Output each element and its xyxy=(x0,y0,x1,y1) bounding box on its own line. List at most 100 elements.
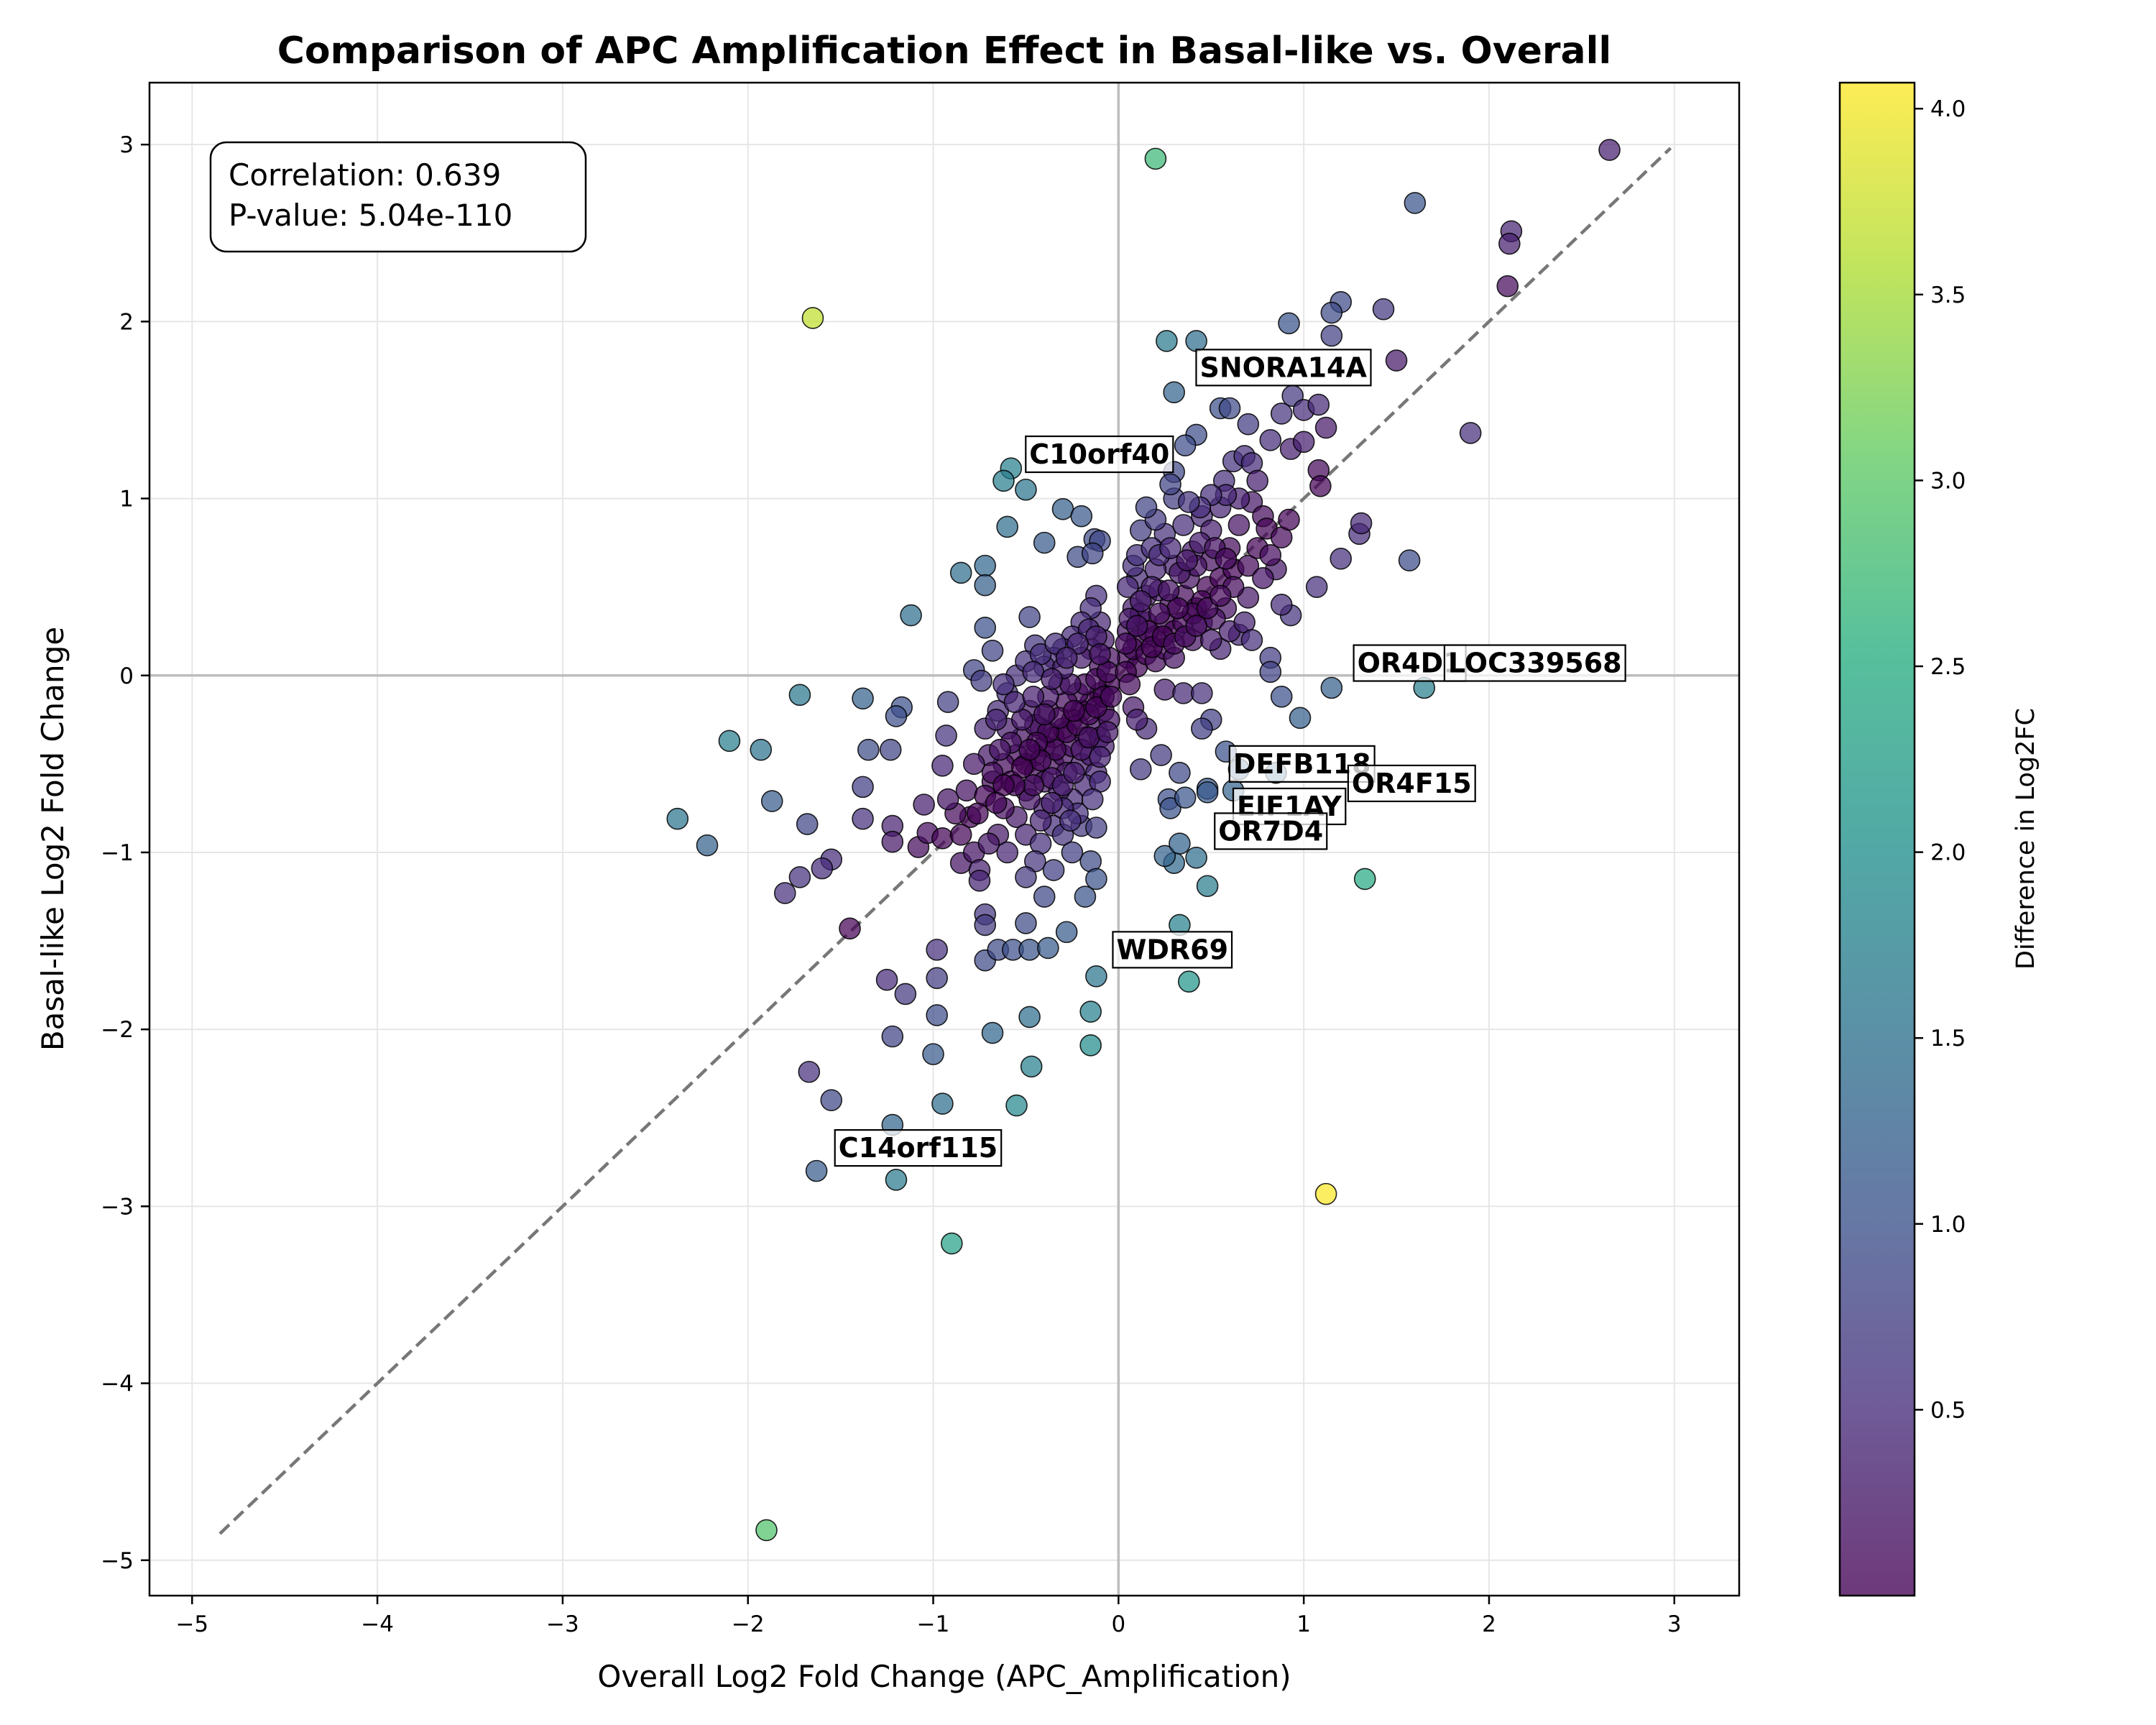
data-point xyxy=(1022,774,1045,796)
data-point xyxy=(852,807,874,830)
x-tick-label: −2 xyxy=(732,1611,765,1637)
data-point xyxy=(1079,1000,1102,1023)
data-point xyxy=(1079,1034,1102,1057)
colorbar-tick-label: 4.0 xyxy=(1930,96,1966,122)
x-tick-label: −5 xyxy=(175,1611,208,1637)
data-point xyxy=(1259,544,1282,566)
data-point xyxy=(1278,312,1300,335)
gene-annotation: OR7D4 xyxy=(1214,812,1328,850)
identity-line xyxy=(218,147,1672,1535)
data-point xyxy=(936,788,959,811)
colorbar-tick-label: 1.5 xyxy=(1930,1026,1966,1052)
data-point xyxy=(885,705,908,727)
data-point xyxy=(1289,707,1312,730)
data-point xyxy=(1081,542,1104,565)
data-point xyxy=(1314,416,1337,439)
data-point xyxy=(1305,576,1328,598)
data-point xyxy=(1159,473,1181,496)
data-point xyxy=(1498,232,1521,255)
data-point xyxy=(894,983,917,1006)
data-point xyxy=(1199,629,1222,651)
p-value-text: P-value: 5.04e-110 xyxy=(229,198,512,233)
colorbar-ticks: 0.5 1.0 1.5 2.0 2.5 3.0 3.5 4.0 xyxy=(1915,96,1966,1423)
plot-frame xyxy=(148,81,1741,1597)
data-point xyxy=(1209,584,1232,607)
data-point xyxy=(1077,726,1100,749)
colorbar-tick-label: 3.0 xyxy=(1930,468,1966,494)
gene-annotation: C10orf40 xyxy=(1025,435,1174,474)
data-point xyxy=(1089,745,1111,768)
data-point xyxy=(875,968,898,991)
data-point xyxy=(949,561,972,584)
data-point xyxy=(985,709,1008,731)
data-point xyxy=(1252,567,1274,589)
data-point xyxy=(1320,324,1343,347)
data-point xyxy=(1005,1094,1028,1117)
colorbar-tick-label: 3.5 xyxy=(1930,282,1966,308)
data-point xyxy=(1018,738,1041,761)
data-point xyxy=(974,914,997,937)
y-tick-label: −4 xyxy=(101,1371,134,1397)
data-point xyxy=(1178,970,1200,993)
correlation-text: Correlation: 0.639 xyxy=(229,157,501,193)
data-point xyxy=(1063,761,1085,784)
y-tick-label: −1 xyxy=(101,840,134,866)
data-point xyxy=(1085,965,1107,988)
stats-box-frame xyxy=(209,141,587,253)
data-point xyxy=(1129,590,1152,612)
stats-box: Correlation: 0.639 P-value: 5.04e-110 xyxy=(209,141,587,253)
chart-title: Comparison of APC Amplification Effect i… xyxy=(277,29,1612,73)
data-point xyxy=(879,738,902,761)
data-point xyxy=(1115,632,1137,655)
data-point xyxy=(936,691,959,713)
data-point xyxy=(788,684,811,707)
data-point xyxy=(1051,498,1074,520)
data-point xyxy=(1041,791,1063,814)
data-point xyxy=(798,1060,821,1083)
data-point xyxy=(885,1169,908,1191)
data-point xyxy=(931,827,954,850)
data-point xyxy=(857,738,880,761)
data-point xyxy=(1320,676,1343,699)
data-point xyxy=(1172,514,1194,536)
colorbar-tick-label: 2.5 xyxy=(1930,654,1966,680)
gene-label-box xyxy=(834,1129,1003,1167)
x-axis-label: Overall Log2 Fold Change (APC_Amplificat… xyxy=(597,1659,1291,1694)
data-point xyxy=(1033,703,1056,726)
data-point xyxy=(811,857,834,880)
data-point xyxy=(1156,330,1178,352)
data-point xyxy=(996,841,1018,864)
data-point xyxy=(970,669,992,692)
data-point xyxy=(750,738,773,761)
data-point xyxy=(1292,431,1315,454)
data-point xyxy=(1018,1006,1041,1029)
data-point xyxy=(968,870,991,892)
data-point xyxy=(801,307,824,329)
y-axis-label: Basal-like Log2 Fold Change xyxy=(35,627,70,1051)
data-point xyxy=(1081,788,1104,811)
data-point xyxy=(1116,576,1139,598)
data-point xyxy=(1259,429,1282,451)
data-point xyxy=(931,1092,954,1115)
data-point xyxy=(989,738,1011,761)
data-point xyxy=(1330,547,1353,570)
data-point xyxy=(974,616,997,639)
data-point xyxy=(718,730,741,753)
gene-label: WDR69 xyxy=(1116,934,1228,965)
gene-label-box xyxy=(1214,812,1328,850)
x-tick-label: −4 xyxy=(361,1611,394,1637)
data-point xyxy=(1159,797,1181,819)
data-point xyxy=(1385,349,1408,372)
data-point xyxy=(1270,402,1293,425)
data-point xyxy=(1191,682,1213,704)
data-point xyxy=(760,790,783,812)
y-tick-label: −5 xyxy=(101,1548,134,1574)
data-point xyxy=(1085,868,1107,891)
annotations-layer: SNORA14AC10orf40OR4D1LOC339568DEFB118OR4… xyxy=(834,349,1626,1167)
y-tick-label: 3 xyxy=(119,132,134,158)
gene-label: C14orf115 xyxy=(839,1132,998,1164)
data-point xyxy=(1022,686,1045,708)
gene-annotation: SNORA14A xyxy=(1195,349,1372,387)
data-point xyxy=(1196,875,1219,898)
data-point xyxy=(1125,709,1148,731)
